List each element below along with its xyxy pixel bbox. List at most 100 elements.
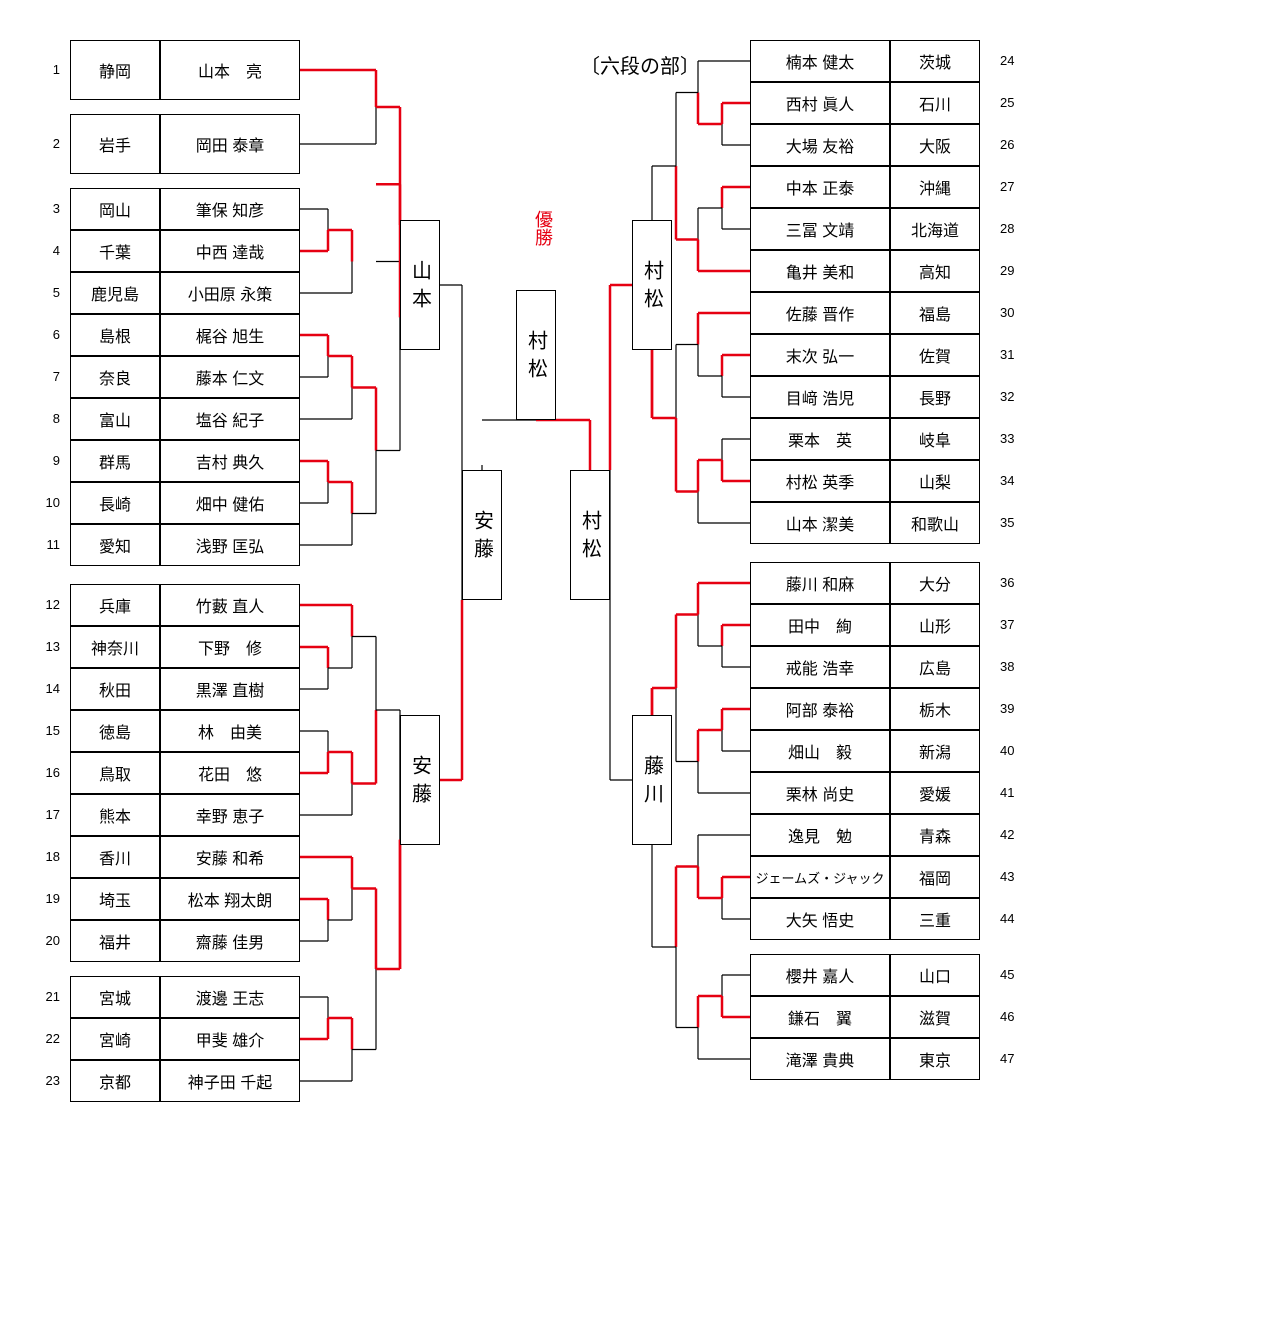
seed-6: 6: [30, 327, 60, 342]
name-45: 櫻井 嘉人: [750, 954, 890, 996]
seed-12: 12: [30, 597, 60, 612]
seed-44: 44: [1000, 911, 1030, 926]
name-43: ジェームズ・ジャック: [750, 856, 890, 898]
name-4: 中西 達哉: [160, 230, 300, 272]
seed-1: 1: [30, 62, 60, 77]
seed-8: 8: [30, 411, 60, 426]
name-11: 浅野 匡弘: [160, 524, 300, 566]
seed-16: 16: [30, 765, 60, 780]
name-42: 逸見 勉: [750, 814, 890, 856]
pref-22: 宮崎: [70, 1018, 160, 1060]
pref-46: 滋賀: [890, 996, 980, 1038]
name-21: 渡邊 王志: [160, 976, 300, 1018]
name-14: 黒澤 直樹: [160, 668, 300, 710]
seed-37: 37: [1000, 617, 1030, 632]
name-17: 幸野 恵子: [160, 794, 300, 836]
seed-26: 26: [1000, 137, 1030, 152]
pref-3: 岡山: [70, 188, 160, 230]
name-46: 鎌石 翼: [750, 996, 890, 1038]
pref-39: 栃木: [890, 688, 980, 730]
seed-43: 43: [1000, 869, 1030, 884]
pref-6: 島根: [70, 314, 160, 356]
name-13: 下野 修: [160, 626, 300, 668]
seed-28: 28: [1000, 221, 1030, 236]
semi-right-bot: 藤川: [632, 715, 672, 845]
name-23: 神子田 千起: [160, 1060, 300, 1102]
name-12: 竹藪 直人: [160, 584, 300, 626]
pref-38: 広島: [890, 646, 980, 688]
final-right: 村松: [570, 470, 610, 600]
seed-27: 27: [1000, 179, 1030, 194]
pref-23: 京都: [70, 1060, 160, 1102]
pref-29: 高知: [890, 250, 980, 292]
seed-36: 36: [1000, 575, 1030, 590]
seed-18: 18: [30, 849, 60, 864]
pref-2: 岩手: [70, 114, 160, 174]
pref-5: 鹿児島: [70, 272, 160, 314]
pref-28: 北海道: [890, 208, 980, 250]
seed-25: 25: [1000, 95, 1030, 110]
seed-2: 2: [30, 136, 60, 151]
seed-5: 5: [30, 285, 60, 300]
pref-31: 佐賀: [890, 334, 980, 376]
seed-4: 4: [30, 243, 60, 258]
pref-24: 茨城: [890, 40, 980, 82]
pref-14: 秋田: [70, 668, 160, 710]
name-27: 中本 正泰: [750, 166, 890, 208]
pref-12: 兵庫: [70, 584, 160, 626]
pref-17: 熊本: [70, 794, 160, 836]
final-left: 安藤: [462, 470, 502, 600]
name-26: 大場 友裕: [750, 124, 890, 166]
pref-9: 群馬: [70, 440, 160, 482]
pref-33: 岐阜: [890, 418, 980, 460]
name-20: 齋藤 佳男: [160, 920, 300, 962]
pref-47: 東京: [890, 1038, 980, 1080]
name-30: 佐藤 晋作: [750, 292, 890, 334]
name-10: 畑中 健佑: [160, 482, 300, 524]
pref-19: 埼玉: [70, 878, 160, 920]
name-29: 亀井 美和: [750, 250, 890, 292]
seed-3: 3: [30, 201, 60, 216]
seed-33: 33: [1000, 431, 1030, 446]
seed-46: 46: [1000, 1009, 1030, 1024]
champion: 村松: [516, 290, 556, 420]
name-44: 大矢 悟史: [750, 898, 890, 940]
pref-1: 静岡: [70, 40, 160, 100]
pref-18: 香川: [70, 836, 160, 878]
seed-47: 47: [1000, 1051, 1030, 1066]
name-9: 吉村 典久: [160, 440, 300, 482]
name-15: 林 由美: [160, 710, 300, 752]
seed-21: 21: [30, 989, 60, 1004]
name-19: 松本 翔太朗: [160, 878, 300, 920]
pref-27: 沖縄: [890, 166, 980, 208]
pref-44: 三重: [890, 898, 980, 940]
pref-43: 福岡: [890, 856, 980, 898]
pref-13: 神奈川: [70, 626, 160, 668]
pref-11: 愛知: [70, 524, 160, 566]
name-36: 藤川 和麻: [750, 562, 890, 604]
name-7: 藤本 仁文: [160, 356, 300, 398]
name-6: 梶谷 旭生: [160, 314, 300, 356]
name-40: 畑山 毅: [750, 730, 890, 772]
pref-21: 宮城: [70, 976, 160, 1018]
semi-right-top: 村松: [632, 220, 672, 350]
pref-34: 山梨: [890, 460, 980, 502]
seed-32: 32: [1000, 389, 1030, 404]
name-3: 筆保 知彦: [160, 188, 300, 230]
seed-39: 39: [1000, 701, 1030, 716]
seed-11: 11: [30, 537, 60, 552]
seed-40: 40: [1000, 743, 1030, 758]
name-34: 村松 英季: [750, 460, 890, 502]
name-38: 戒能 浩幸: [750, 646, 890, 688]
name-41: 栗林 尚史: [750, 772, 890, 814]
pref-42: 青森: [890, 814, 980, 856]
name-24: 楠本 健太: [750, 40, 890, 82]
seed-35: 35: [1000, 515, 1030, 530]
name-39: 阿部 泰裕: [750, 688, 890, 730]
name-31: 末次 弘一: [750, 334, 890, 376]
name-35: 山本 潔美: [750, 502, 890, 544]
seed-24: 24: [1000, 53, 1030, 68]
name-28: 三冨 文靖: [750, 208, 890, 250]
pref-8: 富山: [70, 398, 160, 440]
pref-40: 新潟: [890, 730, 980, 772]
